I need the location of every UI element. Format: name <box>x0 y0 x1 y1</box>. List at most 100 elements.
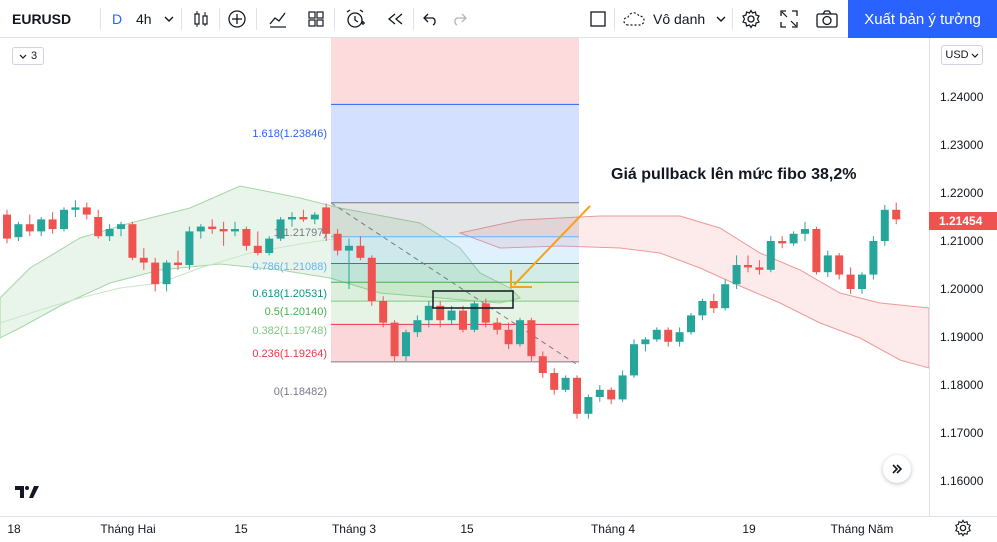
candle-body <box>481 303 490 323</box>
price-tick-label: 1.22000 <box>940 186 984 200</box>
candle-body <box>801 229 809 234</box>
layout-square-icon[interactable] <box>586 0 610 38</box>
candle-body <box>573 377 581 414</box>
candle-body <box>698 301 707 316</box>
candle-body <box>37 219 46 232</box>
chart-pane[interactable]: 1.618(1.23846) 1(1.21797) 0.786(1.21088) 0.… <box>0 38 930 516</box>
layout-dropdown-icon[interactable] <box>714 0 728 38</box>
cloud-icon <box>622 0 646 38</box>
fullscreen-icon[interactable] <box>776 0 802 38</box>
annotation-arrow-head <box>510 270 532 288</box>
candle-body <box>447 310 456 321</box>
time-tick-label: Tháng 4 <box>590 522 636 536</box>
candle-body <box>846 274 855 289</box>
candle-body <box>709 301 718 309</box>
candle-body <box>379 301 388 323</box>
candle-body <box>630 344 638 376</box>
candle-body <box>459 310 467 330</box>
chart-annotation-text[interactable]: Giá pullback lên mức fibo 38,2% <box>611 166 857 183</box>
candle-body <box>288 217 296 220</box>
fib-zone <box>331 202 579 237</box>
ichimoku-cloud-red <box>458 215 930 369</box>
toolbar-divider <box>614 8 615 30</box>
currency-selector[interactable]: USD <box>941 45 983 65</box>
fib-level-label: 0.5(1.20140) <box>264 306 327 319</box>
candle-body <box>402 332 410 357</box>
annotation-arrow <box>513 205 591 286</box>
ichimoku-cloud-green <box>0 185 521 339</box>
chart-settings-icon[interactable] <box>954 519 972 542</box>
time-axis[interactable]: 18 Tháng Hai 15 Tháng 3 15 Tháng 4 19 Tháng Năm <box>0 516 997 542</box>
candle-body <box>231 229 239 232</box>
candle-body <box>892 209 901 220</box>
fib-zone <box>331 263 579 283</box>
bar-style-icon[interactable] <box>189 0 213 38</box>
current-price-badge: 1.21454 <box>929 212 997 230</box>
compare-icon[interactable] <box>266 0 290 38</box>
price-tick-label: 1.16000 <box>940 474 984 488</box>
candle-body <box>664 329 673 342</box>
candle-body <box>436 305 445 321</box>
candle-body <box>253 245 262 253</box>
time-tick-label: 19 <box>742 522 756 536</box>
toolbar-divider <box>413 8 414 30</box>
legend-toggle-button[interactable]: 3 <box>12 47 44 65</box>
candle-body <box>333 233 342 251</box>
alert-icon[interactable] <box>342 0 368 38</box>
currency-label: USD <box>945 49 969 61</box>
price-tick-label: 1.24000 <box>940 90 984 104</box>
candle-body <box>424 305 433 321</box>
replay-icon[interactable] <box>383 0 407 38</box>
candle-body <box>595 389 604 397</box>
layout-name[interactable]: Vô danh <box>653 11 706 27</box>
resolution-daily-button[interactable]: D <box>112 11 123 27</box>
snapshot-icon[interactable] <box>814 0 840 38</box>
candle-body <box>744 265 752 268</box>
candle-body <box>652 329 661 340</box>
candle-body <box>322 207 331 234</box>
candle-body <box>493 322 502 330</box>
candle-body <box>675 332 684 342</box>
candle-body <box>242 229 251 246</box>
highlight-box <box>432 290 514 309</box>
candle-body <box>687 315 695 333</box>
candle-body <box>618 375 627 400</box>
redo-icon[interactable] <box>448 0 470 38</box>
candle-body <box>413 320 422 333</box>
resolution-4h-button[interactable]: 4h <box>136 11 152 27</box>
price-chart[interactable] <box>0 38 930 516</box>
fib-level-label: 0.236(1.19264) <box>252 348 327 361</box>
scroll-to-realtime-button[interactable] <box>883 455 911 483</box>
candle-body <box>789 233 798 244</box>
fib-level-label: 0(1.18482) <box>273 385 327 398</box>
candle-body <box>732 265 741 285</box>
time-tick-label: Tháng 3 <box>331 522 377 536</box>
toolbar-divider <box>732 8 733 30</box>
candle-body <box>14 224 23 238</box>
indicators-icon[interactable] <box>225 0 249 38</box>
price-axis[interactable]: 1.24000 1.23000 1.22000 1.21000 1.20000 1.190… <box>929 38 997 516</box>
publish-idea-button[interactable]: Xuất bản ý tưởng <box>848 0 997 38</box>
candle-body <box>299 217 308 220</box>
candle-body <box>139 257 148 263</box>
candle-body <box>550 373 559 390</box>
settings-icon[interactable] <box>738 0 764 38</box>
templates-icon[interactable] <box>304 0 328 38</box>
symbol-search-button[interactable]: EURUSD <box>12 11 72 27</box>
legend-count: 3 <box>30 50 38 62</box>
fib-level-label: 0.382(1.19748) <box>252 325 327 338</box>
candle-body <box>823 255 832 273</box>
fib-level-label: 0.618(1.20531) <box>252 287 327 300</box>
fib-zone <box>331 104 579 203</box>
resolution-dropdown-icon[interactable] <box>162 0 176 38</box>
candle-body <box>71 207 80 210</box>
fib-zone <box>331 324 579 362</box>
candle-body <box>527 320 536 357</box>
tradingview-logo[interactable] <box>14 484 40 505</box>
candle-body <box>310 214 319 220</box>
price-tick-label: 1.18000 <box>940 378 984 392</box>
undo-icon[interactable] <box>420 0 442 38</box>
fib-zone-extension <box>331 38 579 105</box>
candle-body <box>48 219 57 229</box>
candle-body <box>835 255 844 275</box>
